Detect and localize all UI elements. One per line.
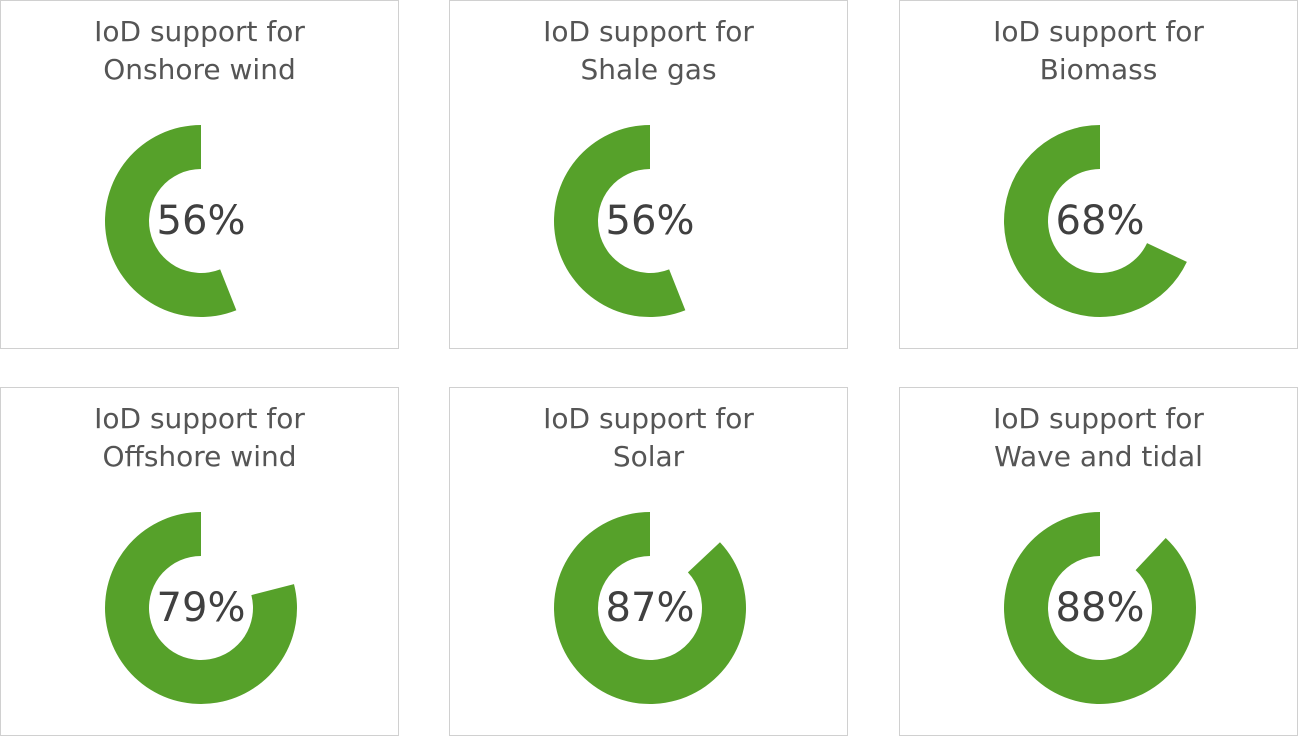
chart-title: IoD support for Onshore wind	[94, 15, 305, 86]
value-label: 56%	[606, 198, 695, 244]
chart: 87%	[554, 512, 746, 704]
chart-title: IoD support for Solar	[543, 402, 754, 473]
chart: 79%	[105, 512, 297, 704]
chart: 68%	[1004, 125, 1187, 317]
donut-segment	[554, 125, 686, 317]
value-label: 87%	[606, 585, 695, 631]
donut-segment	[105, 125, 237, 317]
donut-segment	[105, 512, 297, 704]
value-label: 68%	[1056, 198, 1145, 244]
chart-title: IoD support for Wave and tidal	[993, 402, 1204, 473]
value-label: 56%	[157, 198, 246, 244]
donut-segment	[554, 512, 746, 704]
chart: 56%	[554, 125, 695, 317]
value-label: 88%	[1056, 585, 1145, 631]
chart-title: IoD support for Offshore wind	[94, 402, 305, 473]
chart: 56%	[105, 125, 246, 317]
chart-card: IoD support for Shale gas 56%	[449, 0, 848, 349]
chart-card: IoD support for Offshore wind 79%	[0, 387, 399, 736]
donut-segment	[1004, 125, 1187, 317]
chart-title: IoD support for Biomass	[993, 15, 1204, 86]
donut-segment	[1004, 512, 1196, 704]
chart-title: IoD support for Shale gas	[543, 15, 754, 86]
chart-card: IoD support for Solar 87%	[449, 387, 848, 736]
value-label: 79%	[157, 585, 246, 631]
chart-card: IoD support for Onshore wind 56%	[0, 0, 399, 349]
chart-card: IoD support for Wave and tidal 88%	[899, 387, 1298, 736]
chart-card: IoD support for Biomass 68%	[899, 0, 1298, 349]
chart: 88%	[1004, 512, 1196, 704]
